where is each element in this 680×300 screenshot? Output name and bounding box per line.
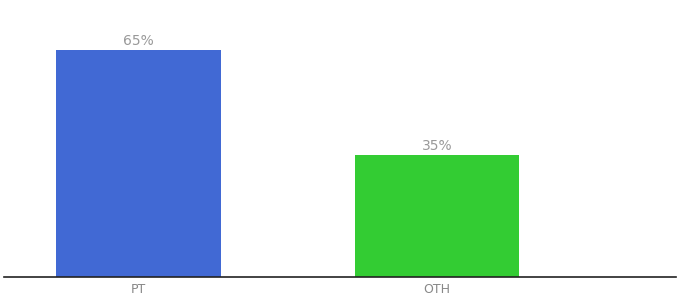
Text: 35%: 35% [422, 139, 452, 153]
Bar [56, 50, 220, 277]
Text: 65%: 65% [123, 34, 154, 48]
Bar [355, 155, 519, 277]
